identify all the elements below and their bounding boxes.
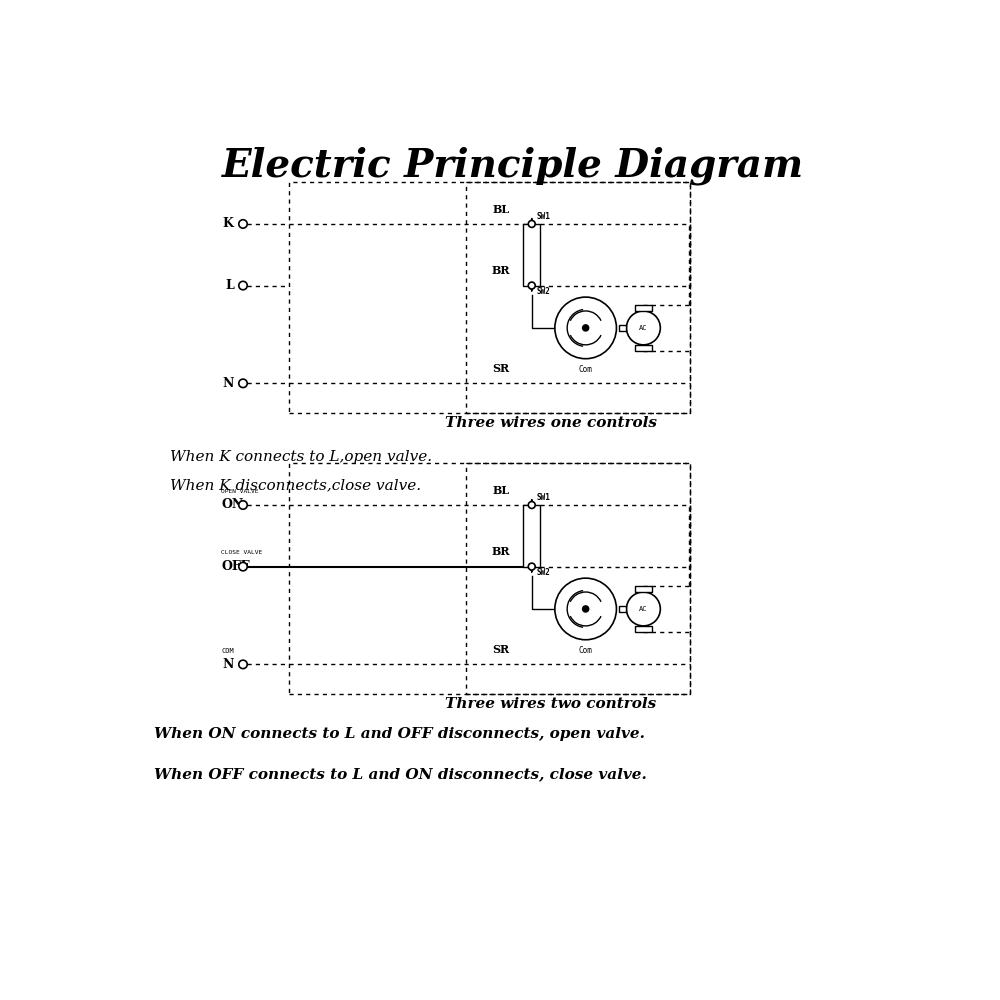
- Circle shape: [239, 281, 247, 290]
- Bar: [523, 224, 540, 286]
- Text: When OFF connects to L and ON disconnects, close valve.: When OFF connects to L and ON disconnect…: [154, 767, 647, 781]
- Text: Com: Com: [579, 646, 593, 655]
- Circle shape: [239, 660, 247, 669]
- Bar: [635, 345, 652, 351]
- Text: L: L: [225, 279, 234, 292]
- Text: SR: SR: [492, 644, 510, 655]
- Text: ON: ON: [221, 498, 244, 512]
- Circle shape: [528, 282, 535, 289]
- Text: CLOSE VALVE: CLOSE VALVE: [221, 550, 263, 555]
- Text: SW1: SW1: [536, 493, 550, 502]
- Text: N: N: [222, 658, 234, 671]
- Circle shape: [583, 325, 589, 331]
- Text: Three wires one controls: Three wires one controls: [445, 416, 657, 430]
- Circle shape: [239, 220, 247, 228]
- Circle shape: [239, 379, 247, 388]
- Text: AC: AC: [639, 325, 648, 331]
- Text: Electric Principle Diagram: Electric Principle Diagram: [221, 147, 804, 185]
- Text: SW2: SW2: [536, 568, 550, 577]
- Circle shape: [555, 578, 616, 640]
- Circle shape: [555, 297, 616, 359]
- Text: N: N: [222, 377, 234, 390]
- Text: BR: BR: [492, 265, 510, 276]
- Text: AC: AC: [639, 606, 648, 612]
- Bar: [635, 305, 652, 311]
- Text: OFF: OFF: [221, 560, 250, 573]
- Bar: [635, 626, 652, 632]
- Bar: [523, 505, 540, 567]
- Text: When K disconnects,close valve.: When K disconnects,close valve.: [170, 478, 421, 492]
- Circle shape: [626, 592, 660, 626]
- Text: When ON connects to L and OFF disconnects, open valve.: When ON connects to L and OFF disconnect…: [154, 727, 645, 741]
- Text: BL: BL: [492, 204, 510, 215]
- Text: SR: SR: [492, 363, 510, 374]
- Bar: [619, 606, 626, 612]
- Circle shape: [239, 501, 247, 509]
- Text: K: K: [223, 217, 234, 230]
- Text: COM: COM: [221, 648, 234, 654]
- Bar: [635, 586, 652, 592]
- Text: Three wires two controls: Three wires two controls: [445, 698, 657, 712]
- Circle shape: [583, 606, 589, 612]
- Bar: [619, 325, 626, 331]
- Circle shape: [239, 562, 247, 571]
- Text: OPEN VALVE: OPEN VALVE: [221, 489, 259, 494]
- Circle shape: [528, 220, 535, 227]
- Text: When K connects to L,open valve.: When K connects to L,open valve.: [170, 450, 432, 464]
- Text: SW2: SW2: [536, 287, 550, 296]
- Circle shape: [626, 311, 660, 345]
- Circle shape: [528, 563, 535, 570]
- Text: BR: BR: [492, 546, 510, 557]
- Text: Com: Com: [579, 365, 593, 374]
- Circle shape: [528, 502, 535, 508]
- Text: BL: BL: [492, 485, 510, 496]
- Text: SW1: SW1: [536, 212, 550, 221]
